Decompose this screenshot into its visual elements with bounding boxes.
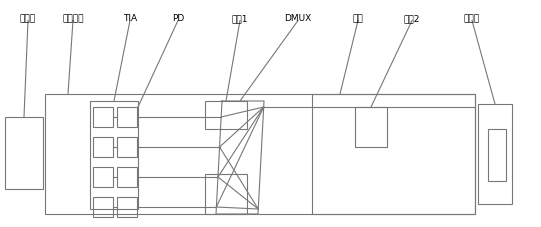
Bar (355, 108, 387, 147)
Bar (117, 167, 137, 187)
Bar (117, 108, 137, 127)
Bar (478, 105, 512, 204)
Bar (117, 137, 137, 157)
Text: 金手指: 金手指 (20, 14, 36, 23)
Text: 透镜1: 透镜1 (232, 14, 248, 23)
Bar (117, 197, 137, 217)
Bar (93, 108, 113, 127)
Bar (205, 174, 247, 214)
Text: 光路: 光路 (353, 14, 364, 23)
Text: 器件壳体: 器件壳体 (62, 14, 84, 23)
Bar (93, 137, 113, 157)
Bar (5, 118, 43, 189)
Text: TIA: TIA (123, 14, 137, 23)
Bar (488, 129, 506, 181)
Bar (93, 197, 113, 217)
Bar (205, 101, 247, 129)
Text: DMUX: DMUX (285, 14, 312, 23)
Bar (90, 101, 138, 209)
Bar (93, 167, 113, 187)
Bar (45, 95, 475, 214)
Text: PD: PD (172, 14, 184, 23)
Text: 透镜2: 透镜2 (404, 14, 420, 23)
Bar (312, 95, 475, 214)
Text: 适配器: 适配器 (464, 14, 480, 23)
